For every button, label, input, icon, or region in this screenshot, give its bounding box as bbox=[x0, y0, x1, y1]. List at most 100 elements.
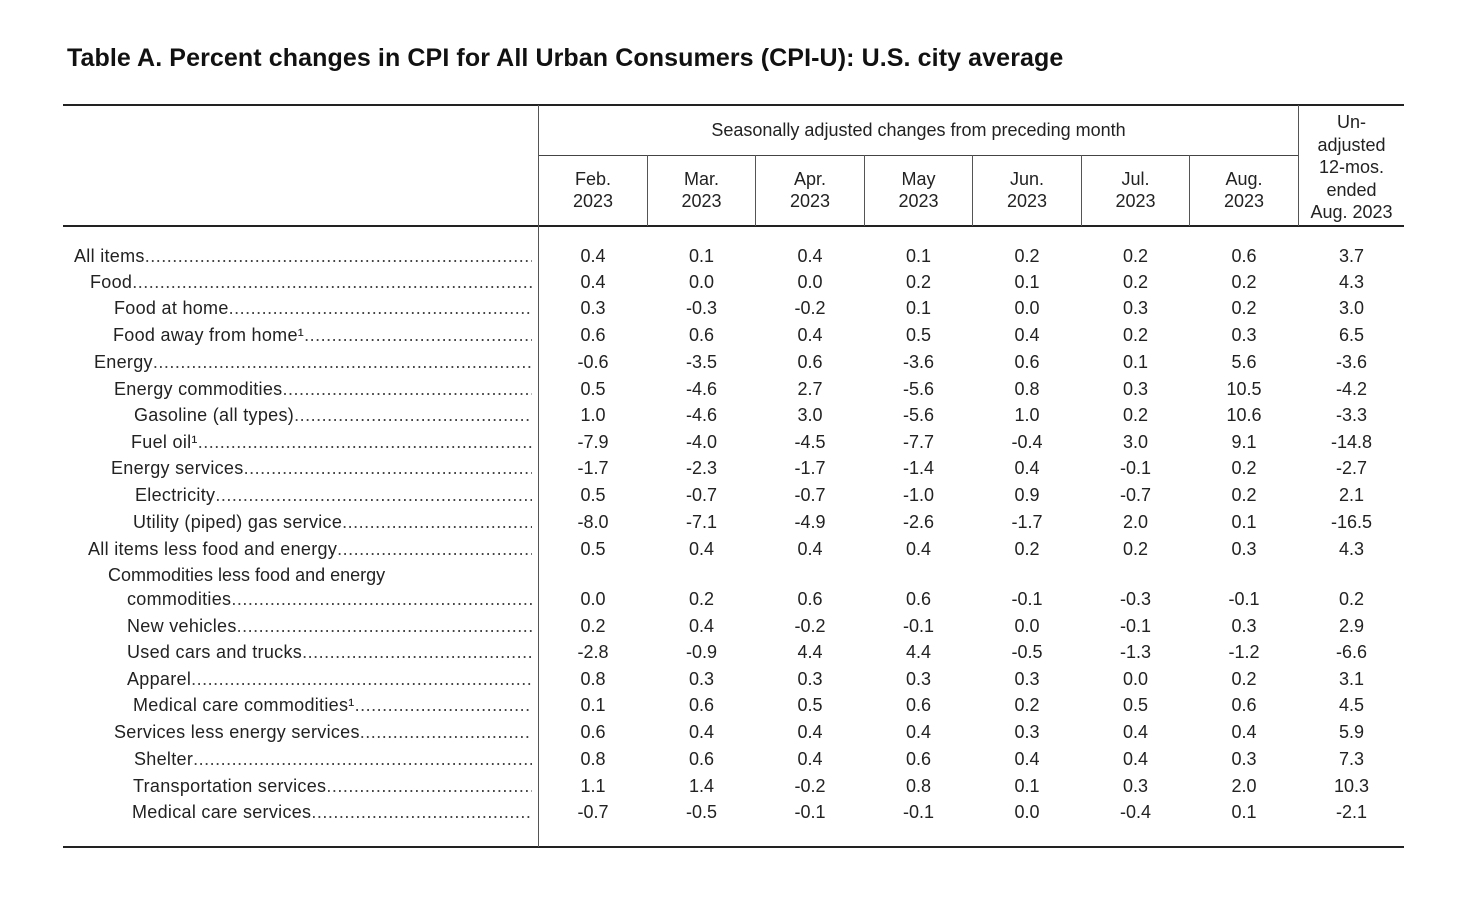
monthly-change-cell: 0.0 bbox=[1014, 298, 1040, 318]
leader-dots: ........................................… bbox=[236, 616, 532, 636]
row-label-text: Used cars and trucks bbox=[127, 642, 303, 662]
monthly-change-cell: 0.0 bbox=[1122, 669, 1149, 689]
monthly-change-cell: 0.8 bbox=[905, 776, 932, 796]
monthly-change-cell: 9.1 bbox=[1231, 432, 1257, 452]
row-label-text: New vehicles bbox=[127, 616, 237, 636]
monthly-change-cell: -1.4 bbox=[902, 458, 935, 478]
row-label-text: Medical care services bbox=[132, 802, 312, 822]
monthly-change-cell: 0.3 bbox=[797, 669, 823, 689]
unadjusted-value-cell: -4.2 bbox=[1335, 379, 1368, 399]
unadjusted-value-cell: 4.5 bbox=[1338, 695, 1365, 715]
unadjusted-value-cell: 0.2 bbox=[1338, 589, 1365, 609]
month-header: May 2023 bbox=[865, 168, 972, 212]
leader-dots: ........................................… bbox=[231, 589, 532, 609]
row-label: New vehicles............................… bbox=[127, 613, 532, 639]
monthly-change-cell: -0.1 bbox=[902, 802, 935, 822]
row-label: Shelter.................................… bbox=[134, 746, 532, 772]
row-label: Fuel oil¹...............................… bbox=[131, 429, 532, 455]
monthly-change-cell: -8.0 bbox=[577, 512, 609, 532]
row-label: Transportation services.................… bbox=[133, 773, 532, 799]
monthly-change-cell: -5.6 bbox=[902, 405, 935, 425]
leader-dots: ........................................… bbox=[152, 352, 532, 372]
row-label: Food away from home¹....................… bbox=[113, 322, 532, 348]
row-label-text: Electricity bbox=[135, 485, 216, 505]
monthly-change-cell: 0.2 bbox=[1014, 539, 1040, 559]
monthly-change-cell: 0.0 bbox=[1014, 616, 1040, 636]
unadjusted-value-cell: -6.6 bbox=[1335, 642, 1368, 662]
leader-dots: ........................................… bbox=[193, 749, 532, 769]
unadjusted-value-cell: 5.9 bbox=[1338, 722, 1365, 742]
monthly-change-cell: -2.3 bbox=[685, 458, 718, 478]
table-row: Commodities less food and energy commodit… bbox=[0, 565, 1458, 612]
unadjusted-column-divider bbox=[1298, 105, 1299, 226]
monthly-change-cell: 0.3 bbox=[1231, 539, 1257, 559]
table-row: Shelter.................................… bbox=[0, 746, 1458, 772]
monthly-change-cell: 1.1 bbox=[580, 776, 606, 796]
monthly-change-cell: 1.0 bbox=[580, 405, 606, 425]
monthly-change-cell: 0.2 bbox=[1122, 272, 1149, 292]
monthly-change-cell: 0.3 bbox=[1231, 616, 1257, 636]
monthly-change-cell: 0.4 bbox=[1122, 749, 1149, 769]
unadjusted-header-line: 12-mos. bbox=[1318, 157, 1385, 177]
monthly-change-cell: -0.1 bbox=[1228, 589, 1260, 609]
monthly-change-cell: 0.6 bbox=[688, 749, 715, 769]
row-label: Gasoline (all types)....................… bbox=[134, 402, 532, 428]
monthly-change-cell: 0.5 bbox=[1122, 695, 1149, 715]
unadjusted-value-cell: -14.8 bbox=[1330, 432, 1373, 452]
monthly-change-cell: 0.4 bbox=[580, 246, 606, 266]
monthly-change-cell: 0.6 bbox=[580, 722, 606, 742]
header-bottom-rule bbox=[63, 225, 1404, 227]
monthly-change-cell: -1.7 bbox=[1011, 512, 1043, 532]
monthly-change-cell: 0.6 bbox=[797, 589, 823, 609]
monthly-change-cell: 0.4 bbox=[905, 539, 932, 559]
monthly-change-cell: 4.4 bbox=[905, 642, 932, 662]
monthly-change-cell: -4.5 bbox=[794, 432, 826, 452]
row-label: Medical care services...................… bbox=[132, 799, 532, 825]
group-header-rule bbox=[539, 155, 1298, 156]
monthly-change-cell: -5.6 bbox=[902, 379, 935, 399]
unadjusted-value-cell: -3.3 bbox=[1335, 405, 1368, 425]
row-label-text: Food away from home¹ bbox=[113, 325, 305, 345]
monthly-change-cell: 0.4 bbox=[688, 616, 715, 636]
leader-dots: ........................................… bbox=[337, 539, 532, 559]
table-row: Medical care services...................… bbox=[0, 799, 1458, 825]
monthly-change-cell: -0.1 bbox=[902, 616, 935, 636]
leader-dots: ........................................… bbox=[359, 722, 532, 742]
monthly-change-cell: -7.9 bbox=[577, 432, 609, 452]
monthly-change-cell: 0.4 bbox=[797, 749, 823, 769]
monthly-change-cell: 0.4 bbox=[905, 722, 932, 742]
table-row: Transportation services.................… bbox=[0, 773, 1458, 799]
monthly-change-cell: 0.2 bbox=[1231, 458, 1257, 478]
row-label: All items less food and energy..........… bbox=[88, 536, 532, 562]
leader-dots: ........................................… bbox=[282, 379, 532, 399]
unadjusted-value-cell: 3.0 bbox=[1338, 298, 1365, 318]
unadjusted-header-line: Un- bbox=[1336, 112, 1366, 132]
monthly-change-cell: 0.6 bbox=[905, 589, 932, 609]
row-label-text: All items bbox=[74, 246, 145, 266]
monthly-change-cell: -0.1 bbox=[1011, 589, 1043, 609]
monthly-change-cell: 0.1 bbox=[1014, 776, 1040, 796]
monthly-change-cell: 0.1 bbox=[1014, 272, 1040, 292]
unadjusted-value-cell: -2.7 bbox=[1335, 458, 1368, 478]
monthly-change-cell: 0.4 bbox=[797, 722, 823, 742]
month-header: Jul. 2023 bbox=[1082, 168, 1189, 212]
month-header-year: 2023 bbox=[681, 191, 722, 211]
row-label-text: All items less food and energy bbox=[88, 539, 338, 559]
monthly-change-cell: 0.9 bbox=[1014, 485, 1040, 505]
monthly-change-cell: -0.7 bbox=[577, 802, 609, 822]
month-header: Aug. 2023 bbox=[1190, 168, 1298, 212]
table-row: Services less energy services...........… bbox=[0, 719, 1458, 745]
month-header: Apr. 2023 bbox=[756, 168, 864, 212]
row-label: Electricity.............................… bbox=[135, 482, 532, 508]
table-row: Energy commodities......................… bbox=[0, 376, 1458, 402]
table-row: New vehicles............................… bbox=[0, 613, 1458, 639]
monthly-change-cell: 0.4 bbox=[1014, 749, 1040, 769]
unadjusted-value-cell: 3.1 bbox=[1338, 669, 1365, 689]
monthly-change-cell: -0.5 bbox=[685, 802, 718, 822]
top-rule bbox=[63, 104, 1404, 106]
monthly-change-cell: -0.7 bbox=[685, 485, 718, 505]
monthly-change-cell: 0.8 bbox=[580, 749, 606, 769]
row-label: Apparel.................................… bbox=[127, 666, 532, 692]
row-label-text: Transportation services bbox=[133, 776, 327, 796]
monthly-change-cell: 0.6 bbox=[905, 749, 932, 769]
